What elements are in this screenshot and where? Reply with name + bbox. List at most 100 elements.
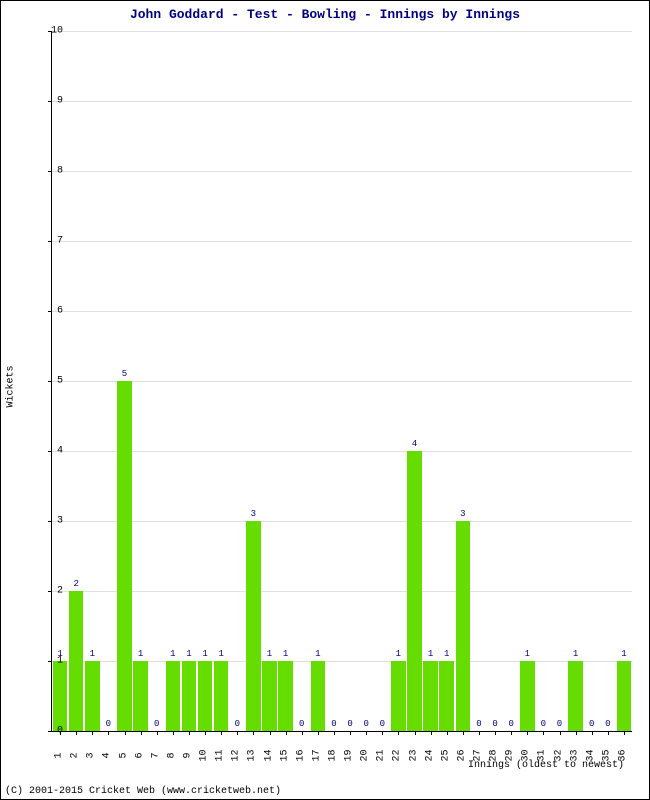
xtick-mark: [463, 731, 464, 735]
bar-value-label: 1: [525, 649, 530, 659]
y-axis-label: Wickets: [6, 365, 17, 407]
xtick-mark: [141, 731, 142, 735]
xtick-label: 8: [166, 749, 177, 763]
xtick-label: 22: [392, 749, 403, 763]
xtick-mark: [415, 731, 416, 735]
xtick-label: 17: [311, 749, 322, 763]
bar-value-label: 0: [605, 719, 610, 729]
xtick-mark: [495, 731, 496, 735]
xtick-mark: [527, 731, 528, 735]
ytick-label: 3: [43, 516, 63, 527]
copyright-text: (C) 2001-2015 Cricket Web (www.cricketwe…: [5, 786, 281, 797]
bar-value-label: 0: [154, 719, 159, 729]
bar: [391, 661, 406, 731]
xtick-label: 32: [553, 749, 564, 763]
xtick-mark: [350, 731, 351, 735]
gridline: [52, 31, 632, 32]
xtick-mark: [189, 731, 190, 735]
bar-value-label: 1: [396, 649, 401, 659]
xtick-mark: [76, 731, 77, 735]
xtick-mark: [318, 731, 319, 735]
xtick-mark: [221, 731, 222, 735]
bar: [117, 381, 132, 731]
xtick-label: 34: [585, 749, 596, 763]
xtick-mark: [543, 731, 544, 735]
bar: [262, 661, 277, 731]
xtick-label: 10: [199, 749, 210, 763]
bar-value-label: 0: [541, 719, 546, 729]
gridline: [52, 311, 632, 312]
xtick-label: 5: [118, 749, 129, 763]
gridline: [52, 381, 632, 382]
ytick-label: 0: [43, 726, 63, 737]
xtick-label: 36: [617, 749, 628, 763]
xtick-mark: [398, 731, 399, 735]
xtick-mark: [592, 731, 593, 735]
xtick-mark: [560, 731, 561, 735]
bar: [407, 451, 422, 731]
gridline: [52, 591, 632, 592]
ytick-label: 10: [43, 26, 63, 37]
bar-value-label: 1: [315, 649, 320, 659]
bar-value-label: 1: [202, 649, 207, 659]
gridline: [52, 101, 632, 102]
bar: [214, 661, 229, 731]
bar-value-label: 0: [380, 719, 385, 729]
xtick-label: 21: [376, 749, 387, 763]
bar: [53, 661, 68, 731]
bar-value-label: 1: [138, 649, 143, 659]
bar: [520, 661, 535, 731]
xtick-mark: [479, 731, 480, 735]
bar-value-label: 0: [363, 719, 368, 729]
bar-value-label: 5: [122, 369, 127, 379]
ytick-label: 6: [43, 306, 63, 317]
bar-value-label: 1: [170, 649, 175, 659]
ytick-label: 7: [43, 236, 63, 247]
xtick-mark: [576, 731, 577, 735]
bar: [617, 661, 632, 731]
bar-value-label: 4: [412, 439, 417, 449]
xtick-label: 3: [86, 749, 97, 763]
gridline: [52, 451, 632, 452]
bar-value-label: 0: [589, 719, 594, 729]
bar-value-label: 1: [283, 649, 288, 659]
gridline: [52, 171, 632, 172]
xtick-label: 2: [70, 749, 81, 763]
xtick-mark: [334, 731, 335, 735]
bar: [456, 521, 471, 731]
xtick-mark: [125, 731, 126, 735]
xtick-label: 14: [263, 749, 274, 763]
xtick-label: 27: [472, 749, 483, 763]
bar-value-label: 2: [73, 579, 78, 589]
xtick-label: 26: [456, 749, 467, 763]
chart-container: John Goddard - Test - Bowling - Innings …: [0, 0, 650, 800]
xtick-mark: [108, 731, 109, 735]
xtick-mark: [157, 731, 158, 735]
xtick-label: 24: [424, 749, 435, 763]
xtick-label: 6: [134, 749, 145, 763]
chart-title: John Goddard - Test - Bowling - Innings …: [1, 1, 649, 22]
xtick-label: 16: [295, 749, 306, 763]
plot-area: 121051011110311010000141130001001001: [51, 31, 632, 732]
xtick-label: 20: [360, 749, 371, 763]
bar-value-label: 0: [331, 719, 336, 729]
bar: [423, 661, 438, 731]
xtick-label: 9: [182, 749, 193, 763]
bar-value-label: 0: [299, 719, 304, 729]
bar-value-label: 1: [573, 649, 578, 659]
bar-value-label: 0: [557, 719, 562, 729]
xtick-label: 33: [569, 749, 580, 763]
xtick-mark: [286, 731, 287, 735]
xtick-mark: [366, 731, 367, 735]
ytick-label: 4: [43, 446, 63, 457]
bar-value-label: 1: [218, 649, 223, 659]
xtick-label: 28: [489, 749, 500, 763]
xtick-label: 4: [102, 749, 113, 763]
bar-value-label: 0: [106, 719, 111, 729]
bar: [166, 661, 181, 731]
xtick-label: 18: [327, 749, 338, 763]
xtick-label: 7: [150, 749, 161, 763]
bar-value-label: 1: [267, 649, 272, 659]
xtick-label: 12: [231, 749, 242, 763]
xtick-mark: [253, 731, 254, 735]
